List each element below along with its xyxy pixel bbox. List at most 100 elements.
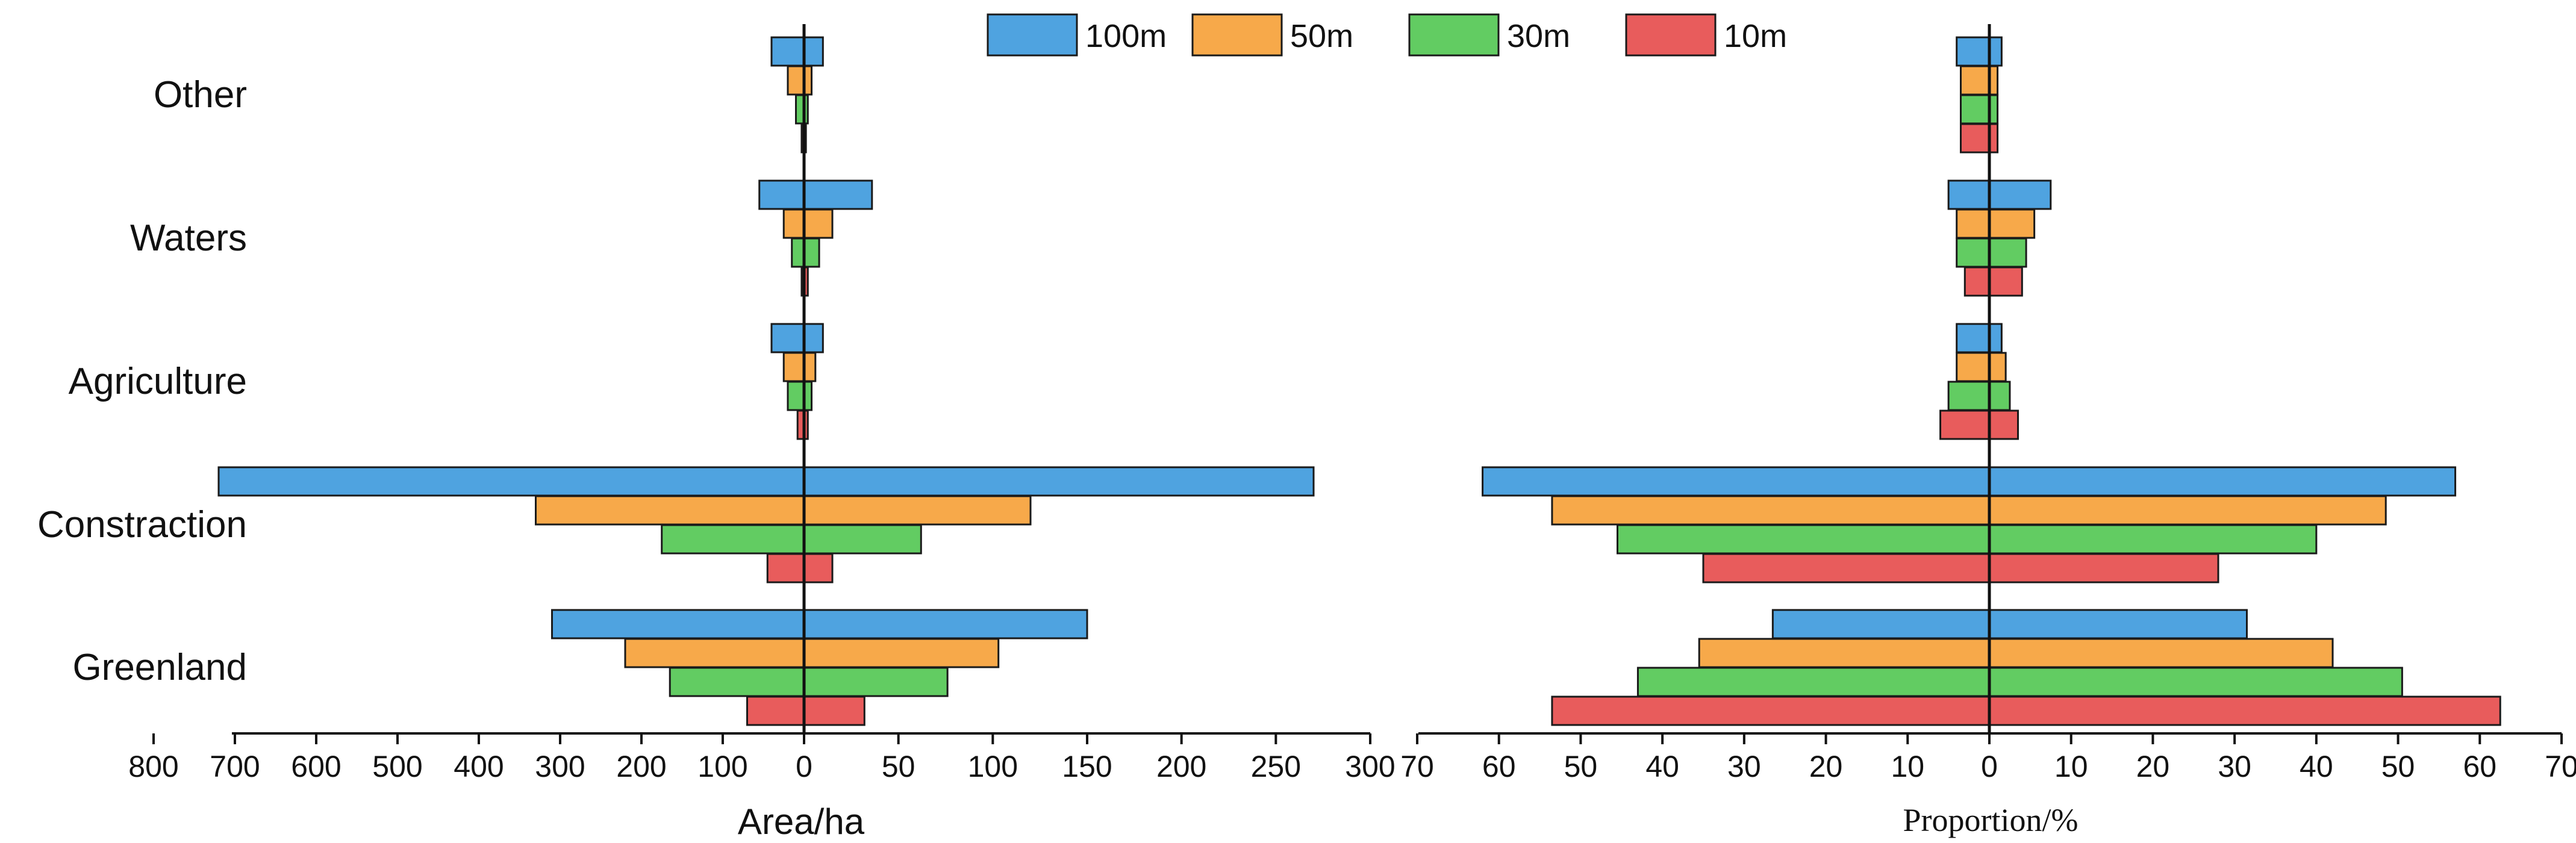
tick-label-area-left-100: 100	[697, 750, 747, 783]
bar-proportion-30m-agriculture-left	[1947, 381, 1991, 411]
bar-proportion-100m-other-left	[1956, 36, 1991, 67]
bar-area-50m-constraction-right	[803, 495, 1032, 526]
bar-proportion-50m-constraction-left	[1551, 495, 1991, 526]
panel-area: 800 700 600 500 400 300 200 100 0 50 100 150 200 250 3…	[128, 24, 1396, 842]
category-labels: Other Waters Agriculture Constraction Greenl…	[37, 74, 247, 688]
legend-swatch-30m	[1408, 13, 1500, 57]
tick-label-area-right-50: 50	[882, 750, 915, 783]
bar-proportion-30m-constraction-right	[1988, 524, 2318, 555]
bar-proportion-100m-agriculture-right	[1988, 323, 2003, 353]
bar-proportion-100m-constraction-right	[1988, 466, 2457, 497]
tick-label-area-left-300: 300	[535, 750, 585, 783]
tick-label-proportion-right-60: 60	[2463, 750, 2496, 783]
bar-area-50m-other-left	[787, 65, 805, 96]
tick-label-proportion-left-70: 70	[1400, 750, 1434, 783]
bar-area-100m-agriculture-right	[803, 323, 824, 353]
tick-label-area-right-150: 150	[1062, 750, 1112, 783]
legend-swatch-50m	[1191, 13, 1283, 57]
bar-area-30m-constraction-right	[803, 524, 922, 555]
tick-label-proportion-right-30: 30	[2218, 750, 2251, 783]
category-label-constraction: Constraction	[37, 504, 247, 546]
bar-area-100m-waters-right	[803, 179, 873, 210]
legend-label-30m: 30m	[1507, 18, 1570, 54]
bar-area-100m-other-left	[770, 36, 805, 67]
legend-swatch-100m	[987, 13, 1078, 57]
tick-label-proportion-left-60: 60	[1482, 750, 1516, 783]
bar-proportion-100m-waters-right	[1988, 179, 2052, 210]
bar-area-100m-greenland-left	[551, 609, 805, 639]
tick-label-proportion-right-20: 20	[2136, 750, 2170, 783]
bar-area-50m-greenland-right	[803, 638, 1000, 668]
bar-area-50m-constraction-left	[535, 495, 805, 526]
bar-area-30m-waters-left	[791, 237, 805, 268]
tick-label-proportion-right-50: 50	[2381, 750, 2415, 783]
bar-proportion-50m-agriculture-right	[1988, 352, 2007, 382]
bar-proportion-100m-greenland-left	[1771, 609, 1991, 639]
bar-area-10m-greenland-right	[803, 695, 865, 726]
tick-label-area-right-300: 300	[1345, 750, 1395, 783]
bar-proportion-50m-waters-right	[1988, 208, 2036, 239]
bar-proportion-30m-waters-right	[1988, 237, 2027, 268]
bar-area-10m-constraction-left	[766, 553, 805, 583]
tick-label-proportion-left-10: 10	[1891, 750, 1924, 783]
bar-proportion-50m-other-left	[1960, 65, 1991, 96]
bar-proportion-10m-greenland-right	[1988, 695, 2501, 726]
bar-area-100m-agriculture-left	[770, 323, 805, 353]
x-axis-title-area: Area/ha	[738, 801, 865, 842]
bar-proportion-30m-greenland-right	[1988, 667, 2403, 697]
bar-area-30m-waters-right	[803, 237, 820, 268]
bar-area-30m-greenland-right	[803, 667, 949, 697]
bar-proportion-100m-other-right	[1988, 36, 2003, 67]
bar-area-30m-constraction-left	[661, 524, 805, 555]
bar-proportion-10m-agriculture-right	[1988, 409, 2019, 440]
bar-proportion-100m-waters-left	[1947, 179, 1991, 210]
bar-area-50m-greenland-left	[624, 638, 805, 668]
tick-label-proportion-left-30: 30	[1727, 750, 1761, 783]
bar-proportion-50m-constraction-right	[1988, 495, 2387, 526]
bar-proportion-30m-waters-left	[1956, 237, 1991, 268]
bar-proportion-10m-greenland-left	[1551, 695, 1991, 726]
tick-label-area-left-600: 600	[291, 750, 341, 783]
bar-area-50m-waters-left	[782, 208, 805, 239]
bar-proportion-10m-constraction-right	[1988, 553, 2219, 583]
bar-proportion-100m-agriculture-left	[1956, 323, 1991, 353]
bar-proportion-10m-waters-right	[1988, 266, 2023, 297]
bar-area-50m-agriculture-left	[782, 352, 805, 382]
bar-proportion-100m-greenland-right	[1988, 609, 2248, 639]
legend-label-10m: 10m	[1724, 18, 1787, 54]
bar-proportion-100m-constraction-left	[1482, 466, 1991, 497]
bar-proportion-30m-greenland-left	[1636, 667, 1991, 697]
bar-area-10m-greenland-left	[746, 695, 805, 726]
bar-area-100m-other-right	[803, 36, 824, 67]
tick-label-area-right-200: 200	[1156, 750, 1206, 783]
tick-label-proportion-left-20: 20	[1809, 750, 1843, 783]
category-label-waters: Waters	[130, 217, 247, 259]
tick-label-proportion-right-0: 0	[1981, 750, 1998, 783]
tick-label-area-right-0: 0	[796, 750, 812, 783]
bar-area-30m-agriculture-left	[787, 381, 805, 411]
bar-proportion-50m-greenland-left	[1698, 638, 1991, 668]
bar-proportion-50m-waters-left	[1956, 208, 1991, 239]
bar-area-50m-agriculture-right	[803, 352, 817, 382]
bar-area-100m-constraction-right	[803, 466, 1315, 497]
category-label-agriculture: Agriculture	[69, 361, 247, 402]
tick-label-proportion-left-50: 50	[1564, 750, 1598, 783]
bar-proportion-50m-agriculture-left	[1956, 352, 1991, 382]
tick-label-proportion-left-40: 40	[1645, 750, 1679, 783]
tick-label-proportion-right-70: 70	[2545, 750, 2576, 783]
bar-proportion-30m-agriculture-right	[1988, 381, 2011, 411]
tick-label-area-right-100: 100	[968, 750, 1018, 783]
bar-proportion-50m-greenland-right	[1988, 638, 2334, 668]
tick-label-area-left-700: 700	[210, 750, 260, 783]
bar-area-30m-greenland-left	[669, 667, 805, 697]
panel-proportion: 70 60 50 40 30 20 10 0 10 20 30 40 50 60 70 Proportion/…	[1400, 24, 2576, 838]
bar-area-10m-constraction-right	[803, 553, 834, 583]
category-label-greenland: Greenland	[72, 647, 247, 688]
tick-label-area-left-800: 800	[128, 750, 178, 783]
legend: 100m 50m 30m 10m	[987, 13, 1787, 57]
tick-label-proportion-right-10: 10	[2054, 750, 2088, 783]
tick-label-area-left-400: 400	[454, 750, 504, 783]
legend-swatch-10m	[1625, 13, 1717, 57]
